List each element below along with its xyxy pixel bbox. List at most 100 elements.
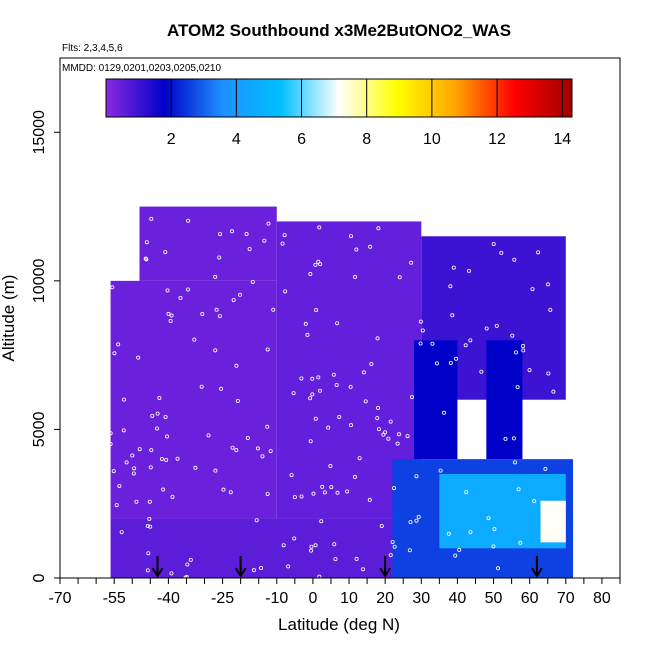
sample-point [188,557,193,562]
sample-point [168,319,173,324]
sample-point [331,372,336,377]
chart-subtitle-dates: MMDD: 0129,0201,0203,0205,0210 [62,63,221,74]
sample-point [231,298,236,303]
chart-title: ATOM2 Southbound x3Me2ButONO2_WAS [167,21,511,40]
sample-point [334,382,339,387]
sample-point [311,491,316,496]
sample-point [473,437,478,442]
sample-point [395,441,400,446]
sample-point [145,523,150,528]
x-tick-label: 60 [521,590,539,607]
sample-point [155,411,160,416]
x-tick-label: 0 [308,590,317,607]
sample-point [291,391,296,396]
heatmap-cell [540,500,566,543]
sample-point [484,326,489,331]
sample-point [299,376,304,381]
sample-point [145,568,150,573]
sample-point [150,413,155,418]
sample-point [416,514,421,519]
sample-point [281,543,286,548]
sample-point [369,362,374,367]
sample-point [221,487,226,492]
sample-point [124,460,129,465]
sample-point [545,282,550,287]
sample-point [144,240,149,245]
sample-point [292,536,297,541]
sample-point [313,543,318,548]
sample-point [130,453,135,458]
sample-point [492,527,497,532]
sample-point [316,375,321,380]
sample-point [192,337,197,342]
sample-point [375,416,380,421]
sample-point [144,257,149,262]
sample-point [329,485,334,490]
sample-point [250,279,255,284]
heatmap-cell [414,340,458,460]
sample-point [308,396,313,401]
sample-point [527,368,532,373]
sample-point [496,566,501,571]
sample-point [186,218,191,223]
sample-point [268,449,273,454]
colorbar-tick-label: 2 [167,131,176,148]
sample-point [259,566,264,571]
y-tick-label: 5000 [31,412,48,448]
sample-point [114,503,119,508]
sample-point [112,351,117,356]
sample-point [376,226,381,231]
sample-point [503,436,508,441]
colorbar: 2 4 6 8 10 12 14 [105,78,573,148]
colorbar-tick-label: 12 [488,131,506,148]
sample-point [116,342,121,347]
sample-point [260,454,265,459]
sample-point [122,397,127,402]
sample-point [159,457,164,462]
sample-point [448,361,453,366]
sample-point [119,530,124,535]
sample-point [361,567,366,572]
sample-point [163,250,168,255]
sample-point [310,376,315,381]
y-tick-label: 0 [31,573,48,582]
x-tick-label: 80 [593,590,611,607]
sample-point [468,338,473,343]
sample-point [166,311,171,316]
sample-point [368,244,373,249]
heatmap-field [110,206,574,578]
y-tick-label: 15000 [31,110,48,155]
sample-point [357,456,362,461]
sample-point [161,487,166,492]
sample-point [548,307,553,312]
sample-point [271,307,276,312]
sample-point [305,332,310,337]
sample-point [479,369,484,374]
sample-point [318,388,323,393]
sample-point [363,399,368,404]
x-axis-label: Latitude (deg N) [278,615,400,634]
sample-point [321,216,326,221]
sample-point [280,241,285,246]
sample-point [530,287,535,292]
sample-point [169,313,174,318]
sample-point [511,436,516,441]
sample-point [515,385,520,390]
sample-point [286,564,291,569]
sample-point [418,319,423,324]
flight-arrow-head [234,567,247,578]
sample-point [386,436,391,441]
sample-point [438,468,443,473]
sample-point [486,516,491,521]
sample-point [335,490,340,495]
sample-point [466,268,471,273]
sample-point [164,457,169,462]
sample-point [491,544,496,549]
heatmap-cell [486,340,523,460]
sample-point [235,398,240,403]
y-tick-label: 10000 [31,259,48,304]
sample-point [409,395,414,400]
sample-point [420,328,425,333]
sample-point [157,396,162,401]
sample-point [169,571,174,576]
